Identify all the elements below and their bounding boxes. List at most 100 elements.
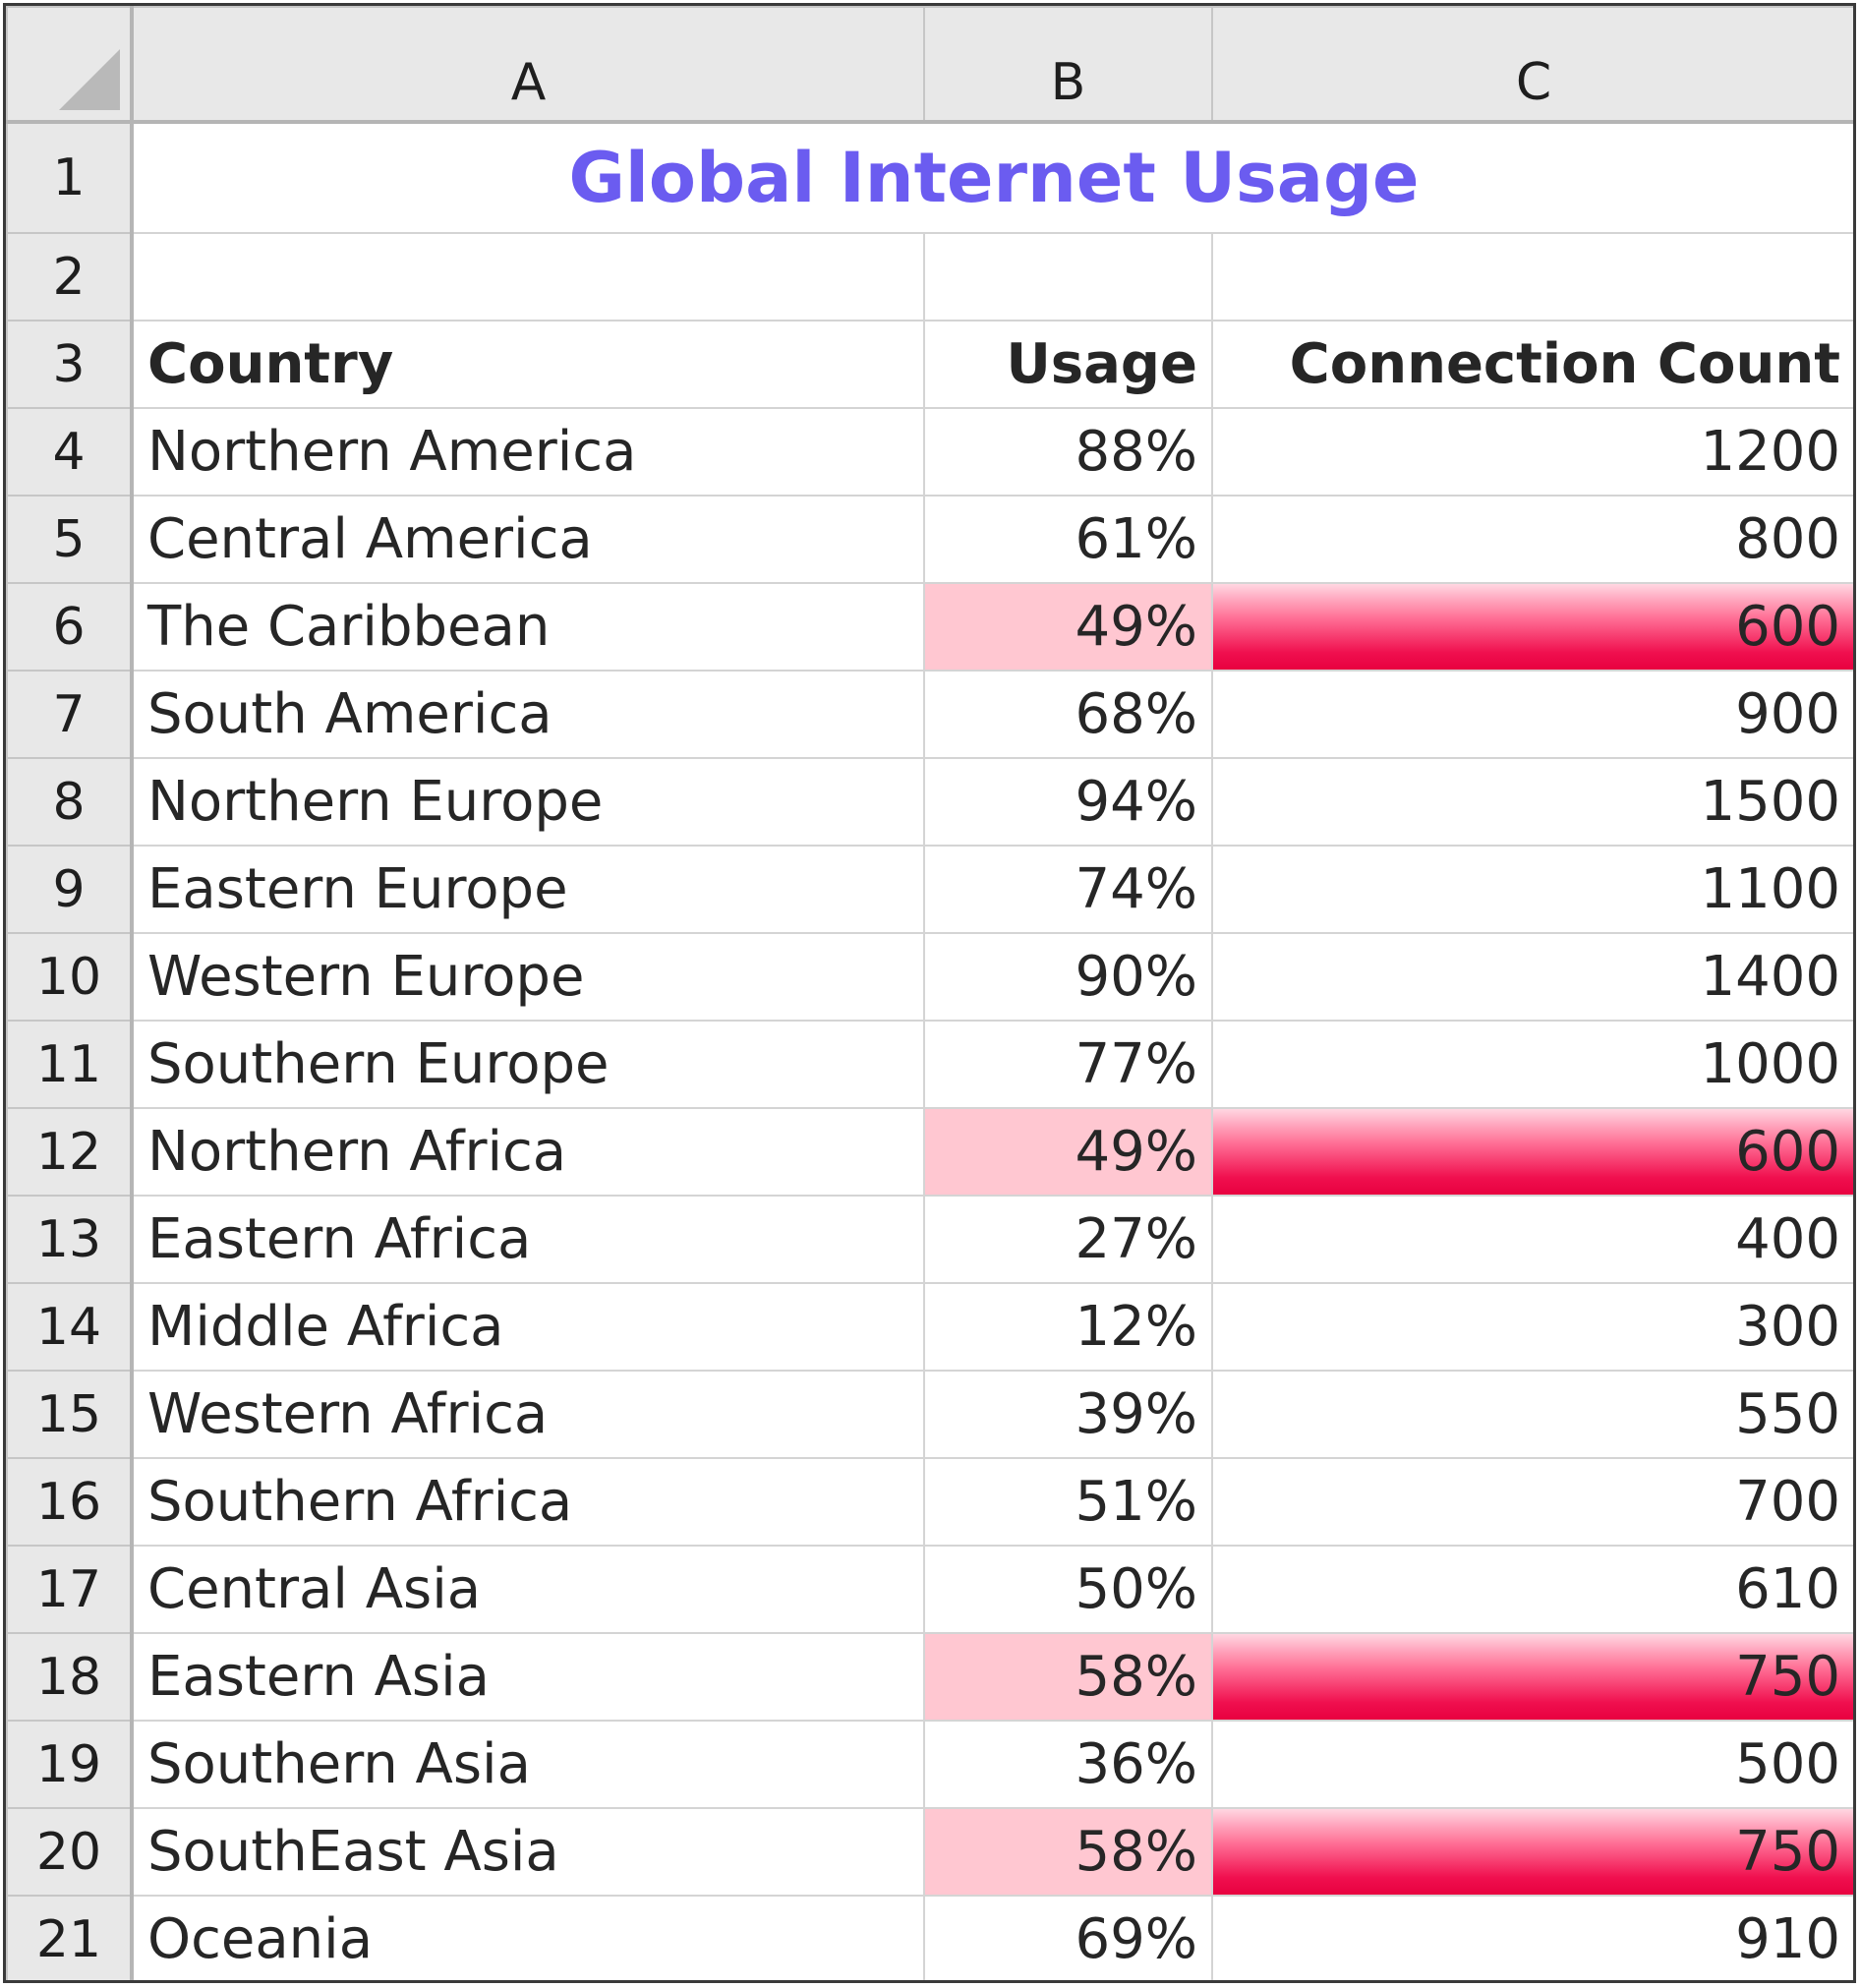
- row-header[interactable]: 11: [6, 1020, 134, 1109]
- connection-count-cell[interactable]: 400: [1211, 1195, 1853, 1284]
- data-row: 14 Middle Africa 12% 300: [6, 1282, 1853, 1372]
- row-header[interactable]: 8: [6, 757, 134, 847]
- country-cell[interactable]: The Caribbean: [131, 582, 925, 672]
- usage-cell[interactable]: 12%: [923, 1282, 1213, 1372]
- column-header-b[interactable]: B: [923, 6, 1213, 124]
- usage-cell[interactable]: 77%: [923, 1020, 1213, 1109]
- row-header[interactable]: 15: [6, 1370, 134, 1459]
- country-cell[interactable]: Central Asia: [131, 1545, 925, 1634]
- country-cell[interactable]: Southern Europe: [131, 1020, 925, 1109]
- country-cell[interactable]: Northern America: [131, 407, 925, 497]
- country-cell[interactable]: Western Europe: [131, 932, 925, 1022]
- header-row: 3 Country Usage Connection Count: [6, 320, 1853, 409]
- column-header-c[interactable]: C: [1211, 6, 1853, 124]
- row-header[interactable]: 19: [6, 1720, 134, 1809]
- usage-cell[interactable]: 88%: [923, 407, 1213, 497]
- country-cell[interactable]: Southern Asia: [131, 1720, 925, 1809]
- country-cell[interactable]: Western Africa: [131, 1370, 925, 1459]
- data-row: 7 South America 68% 900: [6, 670, 1853, 759]
- worksheet-table: A B C 1 Global Internet Usage 2 3 Countr…: [6, 6, 1853, 1980]
- row-header[interactable]: 20: [6, 1807, 134, 1897]
- usage-cell[interactable]: 49%: [923, 1107, 1213, 1197]
- usage-cell[interactable]: 61%: [923, 495, 1213, 584]
- country-cell[interactable]: Northern Europe: [131, 757, 925, 847]
- country-cell[interactable]: Middle Africa: [131, 1282, 925, 1372]
- connection-count-cell[interactable]: 1400: [1211, 932, 1853, 1022]
- country-cell[interactable]: Eastern Europe: [131, 845, 925, 934]
- usage-cell[interactable]: 39%: [923, 1370, 1213, 1459]
- connection-count-cell[interactable]: 750: [1211, 1632, 1853, 1722]
- usage-cell[interactable]: 58%: [923, 1807, 1213, 1897]
- connection-count-header-cell[interactable]: Connection Count: [1211, 320, 1853, 409]
- usage-header-cell[interactable]: Usage: [923, 320, 1213, 409]
- connection-count-cell[interactable]: 900: [1211, 670, 1853, 759]
- column-header-a[interactable]: A: [131, 6, 925, 124]
- select-all-button[interactable]: [6, 6, 134, 124]
- empty-cell[interactable]: [131, 232, 925, 322]
- connection-count-cell[interactable]: 800: [1211, 495, 1853, 584]
- row-header[interactable]: 21: [6, 1895, 134, 1980]
- country-cell[interactable]: Northern Africa: [131, 1107, 925, 1197]
- empty-cell[interactable]: [1211, 232, 1853, 322]
- usage-cell[interactable]: 74%: [923, 845, 1213, 934]
- usage-cell[interactable]: 94%: [923, 757, 1213, 847]
- usage-cell[interactable]: 68%: [923, 670, 1213, 759]
- connection-count-cell[interactable]: 910: [1211, 1895, 1853, 1980]
- row-header[interactable]: 17: [6, 1545, 134, 1634]
- country-cell[interactable]: Southern Africa: [131, 1457, 925, 1547]
- connection-count-cell[interactable]: 500: [1211, 1720, 1853, 1809]
- data-row: 9 Eastern Europe 74% 1100: [6, 845, 1853, 934]
- connection-count-cell[interactable]: 1200: [1211, 407, 1853, 497]
- sheet-title-cell[interactable]: Global Internet Usage: [131, 121, 1853, 234]
- usage-cell[interactable]: 51%: [923, 1457, 1213, 1547]
- row-header[interactable]: 1: [6, 121, 134, 234]
- connection-count-cell[interactable]: 550: [1211, 1370, 1853, 1459]
- country-cell[interactable]: Eastern Africa: [131, 1195, 925, 1284]
- row-header[interactable]: 14: [6, 1282, 134, 1372]
- row-header[interactable]: 2: [6, 232, 134, 322]
- connection-count-cell[interactable]: 1500: [1211, 757, 1853, 847]
- country-cell[interactable]: Eastern Asia: [131, 1632, 925, 1722]
- data-row: 17 Central Asia 50% 610: [6, 1545, 1853, 1634]
- data-row: 21 Oceania 69% 910: [6, 1895, 1853, 1980]
- row-header[interactable]: 12: [6, 1107, 134, 1197]
- empty-cell[interactable]: [923, 232, 1213, 322]
- usage-cell[interactable]: 49%: [923, 582, 1213, 672]
- row-header[interactable]: 9: [6, 845, 134, 934]
- connection-count-cell[interactable]: 600: [1211, 1107, 1853, 1197]
- usage-cell[interactable]: 90%: [923, 932, 1213, 1022]
- country-cell[interactable]: Oceania: [131, 1895, 925, 1980]
- row-header[interactable]: 7: [6, 670, 134, 759]
- column-header-row: A B C: [6, 6, 1853, 124]
- connection-count-cell[interactable]: 610: [1211, 1545, 1853, 1634]
- country-cell[interactable]: Central America: [131, 495, 925, 584]
- row-header[interactable]: 18: [6, 1632, 134, 1722]
- usage-cell[interactable]: 36%: [923, 1720, 1213, 1809]
- usage-cell[interactable]: 58%: [923, 1632, 1213, 1722]
- connection-count-cell[interactable]: 300: [1211, 1282, 1853, 1372]
- usage-cell[interactable]: 50%: [923, 1545, 1213, 1634]
- data-row: 5 Central America 61% 800: [6, 495, 1853, 584]
- row-header[interactable]: 10: [6, 932, 134, 1022]
- data-row: 18 Eastern Asia 58% 750: [6, 1632, 1853, 1722]
- country-cell[interactable]: SouthEast Asia: [131, 1807, 925, 1897]
- data-row: 20 SouthEast Asia 58% 750: [6, 1807, 1853, 1897]
- connection-count-cell[interactable]: 1100: [1211, 845, 1853, 934]
- connection-count-cell[interactable]: 700: [1211, 1457, 1853, 1547]
- connection-count-cell[interactable]: 750: [1211, 1807, 1853, 1897]
- row-header[interactable]: 3: [6, 320, 134, 409]
- sheet-row: 2: [6, 232, 1853, 322]
- country-cell[interactable]: South America: [131, 670, 925, 759]
- data-row: 16 Southern Africa 51% 700: [6, 1457, 1853, 1547]
- usage-cell[interactable]: 69%: [923, 1895, 1213, 1980]
- row-header[interactable]: 5: [6, 495, 134, 584]
- row-header[interactable]: 6: [6, 582, 134, 672]
- data-row: 13 Eastern Africa 27% 400: [6, 1195, 1853, 1284]
- row-header[interactable]: 16: [6, 1457, 134, 1547]
- connection-count-cell[interactable]: 1000: [1211, 1020, 1853, 1109]
- row-header[interactable]: 13: [6, 1195, 134, 1284]
- country-header-cell[interactable]: Country: [131, 320, 925, 409]
- connection-count-cell[interactable]: 600: [1211, 582, 1853, 672]
- row-header[interactable]: 4: [6, 407, 134, 497]
- usage-cell[interactable]: 27%: [923, 1195, 1213, 1284]
